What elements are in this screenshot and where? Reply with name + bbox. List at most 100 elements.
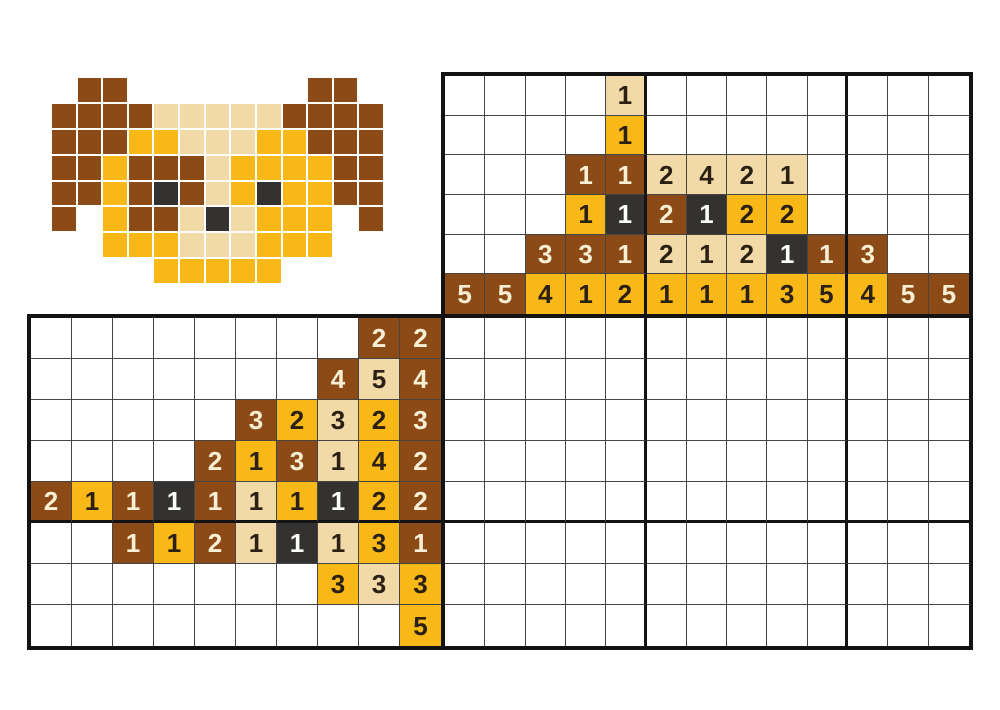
- solution-cell-empty[interactable]: [686, 523, 728, 564]
- solution-cell-empty[interactable]: [565, 359, 607, 400]
- solution-cell-empty[interactable]: [888, 318, 929, 359]
- solution-cell-empty[interactable]: [525, 400, 566, 441]
- solution-cell-empty[interactable]: [565, 564, 607, 605]
- solution-cell-empty[interactable]: [686, 400, 728, 441]
- solution-cell-empty[interactable]: [928, 482, 969, 523]
- solution-cell-empty[interactable]: [848, 605, 889, 646]
- solution-cell-empty[interactable]: [606, 523, 647, 564]
- solution-cell-empty[interactable]: [807, 318, 849, 359]
- solution-cell-empty[interactable]: [445, 482, 486, 523]
- solution-cell-empty[interactable]: [485, 441, 526, 482]
- solution-cell-empty[interactable]: [526, 605, 566, 646]
- solution-cell-empty[interactable]: [767, 564, 808, 605]
- solution-cell-empty[interactable]: [525, 523, 566, 564]
- solution-cell-empty[interactable]: [727, 482, 768, 523]
- solution-cell-empty[interactable]: [807, 400, 849, 441]
- solution-cell-empty[interactable]: [767, 400, 808, 441]
- solution-cell-empty[interactable]: [525, 318, 566, 359]
- solution-cell-empty[interactable]: [928, 359, 969, 400]
- solution-cell-empty[interactable]: [606, 441, 647, 482]
- solution-cell-empty[interactable]: [485, 318, 526, 359]
- solution-cell-empty[interactable]: [848, 400, 889, 441]
- solution-cell-empty[interactable]: [565, 523, 607, 564]
- solution-cell-empty[interactable]: [445, 523, 486, 564]
- solution-cell-empty[interactable]: [646, 441, 687, 482]
- solution-cell-empty[interactable]: [727, 605, 768, 646]
- solution-cell-empty[interactable]: [767, 482, 808, 523]
- solution-cell-empty[interactable]: [808, 605, 849, 646]
- solution-cell-empty[interactable]: [686, 564, 728, 605]
- solution-cell-empty[interactable]: [565, 441, 607, 482]
- solution-cell-empty[interactable]: [727, 400, 768, 441]
- solution-cell-empty[interactable]: [485, 605, 526, 646]
- solution-cell-empty[interactable]: [848, 318, 889, 359]
- solution-cell-empty[interactable]: [485, 359, 526, 400]
- solution-cell-empty[interactable]: [565, 482, 607, 523]
- solution-cell-empty[interactable]: [727, 523, 768, 564]
- solution-cell-empty[interactable]: [646, 400, 687, 441]
- solution-cell-empty[interactable]: [686, 482, 728, 523]
- solution-cell-empty[interactable]: [606, 605, 647, 646]
- solution-cell-empty[interactable]: [686, 441, 728, 482]
- solution-cell-empty[interactable]: [928, 441, 969, 482]
- solution-cell-empty[interactable]: [686, 359, 728, 400]
- solution-cell-empty[interactable]: [888, 605, 929, 646]
- solution-cell-empty[interactable]: [525, 482, 566, 523]
- solution-cell-empty[interactable]: [565, 318, 607, 359]
- solution-cell-empty[interactable]: [686, 318, 728, 359]
- solution-cell-empty[interactable]: [848, 359, 889, 400]
- solution-cell-empty[interactable]: [565, 400, 607, 441]
- solution-cell-empty[interactable]: [928, 564, 969, 605]
- solution-cell-empty[interactable]: [445, 318, 486, 359]
- solution-cell-empty[interactable]: [888, 564, 929, 605]
- solution-cell-empty[interactable]: [646, 482, 687, 523]
- solution-cell-empty[interactable]: [606, 564, 647, 605]
- solution-cell-empty[interactable]: [807, 359, 849, 400]
- solution-cell-empty[interactable]: [848, 523, 889, 564]
- solution-cell-empty[interactable]: [606, 482, 647, 523]
- solution-cell-empty[interactable]: [888, 523, 929, 564]
- solution-cell-empty[interactable]: [445, 441, 486, 482]
- solution-cell-empty[interactable]: [485, 400, 526, 441]
- solution-cell-empty[interactable]: [928, 318, 969, 359]
- solution-cell-empty[interactable]: [848, 441, 889, 482]
- solution-cell-empty[interactable]: [928, 400, 969, 441]
- solution-cell-empty[interactable]: [646, 359, 687, 400]
- solution-cell-empty[interactable]: [807, 564, 849, 605]
- solution-cell-empty[interactable]: [606, 318, 647, 359]
- solution-cell-empty[interactable]: [767, 605, 808, 646]
- solution-cell-empty[interactable]: [646, 564, 687, 605]
- solution-cell-empty[interactable]: [485, 523, 526, 564]
- solution-cell-empty[interactable]: [525, 359, 566, 400]
- solution-cell-empty[interactable]: [848, 482, 889, 523]
- solution-cell-empty[interactable]: [767, 523, 808, 564]
- solution-cell-empty[interactable]: [767, 359, 808, 400]
- solution-cell-empty[interactable]: [647, 605, 687, 646]
- solution-cell-empty[interactable]: [445, 605, 486, 646]
- solution-cell-empty[interactable]: [888, 441, 929, 482]
- solution-cell-empty[interactable]: [767, 441, 808, 482]
- solution-cell-empty[interactable]: [928, 523, 969, 564]
- solution-cell-empty[interactable]: [727, 359, 768, 400]
- solution-cell-empty[interactable]: [929, 605, 969, 646]
- solution-cell-empty[interactable]: [566, 605, 607, 646]
- solution-cell-empty[interactable]: [485, 564, 526, 605]
- solution-cell-empty[interactable]: [646, 523, 687, 564]
- solution-cell-empty[interactable]: [848, 564, 889, 605]
- solution-cell-empty[interactable]: [888, 400, 929, 441]
- solution-cell-empty[interactable]: [525, 564, 566, 605]
- solution-cell-empty[interactable]: [525, 441, 566, 482]
- solution-cell-empty[interactable]: [445, 400, 486, 441]
- solution-cell-empty[interactable]: [727, 564, 768, 605]
- solution-cell-empty[interactable]: [445, 564, 486, 605]
- solution-cell-empty[interactable]: [687, 605, 728, 646]
- solution-cell-empty[interactable]: [807, 482, 849, 523]
- solution-cell-empty[interactable]: [888, 482, 929, 523]
- solution-cell-empty[interactable]: [727, 318, 768, 359]
- solution-cell-empty[interactable]: [727, 441, 768, 482]
- solution-cell-empty[interactable]: [445, 359, 486, 400]
- solution-cell-empty[interactable]: [807, 523, 849, 564]
- solution-cell-empty[interactable]: [767, 318, 808, 359]
- solution-cell-empty[interactable]: [485, 482, 526, 523]
- solution-cell-empty[interactable]: [646, 318, 687, 359]
